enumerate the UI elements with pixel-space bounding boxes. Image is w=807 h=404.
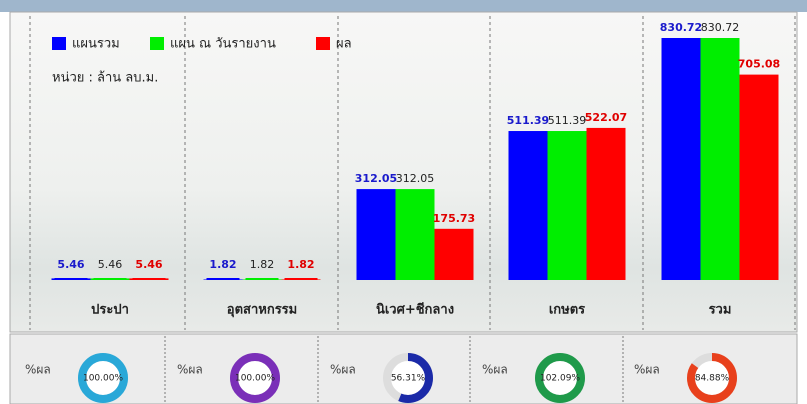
legend-swatch — [52, 37, 66, 50]
bar — [662, 38, 701, 280]
category-label: ประปา — [91, 303, 129, 318]
bar — [396, 189, 435, 280]
value-label: 1.82 — [209, 258, 236, 271]
percent-caption: %ผล — [482, 363, 508, 377]
percent-label: 84.88% — [695, 374, 730, 384]
category-label: นิเวศ+ชีกลาง — [376, 302, 454, 318]
percent-caption: %ผล — [634, 363, 660, 377]
bar — [587, 128, 626, 280]
category-label: อุตสาหกรรม — [227, 303, 297, 318]
legend-label: แผน ณ วันรายงาน — [170, 37, 276, 52]
bar — [701, 38, 740, 280]
bar — [357, 189, 396, 280]
value-label: 830.72 — [660, 21, 702, 34]
bar — [509, 131, 548, 280]
value-label: 1.82 — [287, 258, 314, 271]
percent-caption: %ผล — [25, 363, 51, 377]
category-label: รวม — [709, 303, 732, 318]
top-strip — [0, 0, 807, 12]
value-label: 5.46 — [135, 258, 162, 271]
value-label: 511.39 — [507, 114, 549, 127]
legend-swatch — [150, 37, 164, 50]
value-label: 705.08 — [738, 58, 780, 71]
value-label: 175.73 — [433, 212, 475, 225]
value-label: 1.82 — [250, 258, 275, 271]
bar — [548, 131, 587, 280]
legend-label: แผนรวม — [72, 37, 120, 52]
unit-note: หน่วย : ล้าน ลบ.ม. — [52, 71, 158, 86]
dashboard: หน่วย : ล้าน ลบ.ม. แผนรวม แผน ณ วันรายงาน… — [0, 0, 807, 404]
value-label: 312.05 — [396, 172, 435, 185]
value-label: 312.05 — [355, 172, 397, 185]
value-label: 511.39 — [548, 114, 587, 127]
legend-label: ผล — [336, 37, 352, 52]
value-label: 5.46 — [57, 258, 84, 271]
percent-label: 100.00% — [83, 374, 123, 384]
bar — [435, 229, 474, 280]
value-label: 5.46 — [98, 258, 123, 271]
percent-label: 102.09% — [540, 374, 580, 384]
bar — [740, 75, 779, 280]
percent-caption: %ผล — [177, 363, 203, 377]
legend-swatch — [316, 37, 330, 50]
category-label: เกษตร — [549, 303, 585, 318]
percent-caption: %ผล — [330, 363, 356, 377]
value-label: 830.72 — [701, 21, 740, 34]
percent-label: 100.00% — [235, 374, 275, 384]
percent-label: 56.31% — [391, 374, 426, 384]
value-label: 522.07 — [585, 111, 627, 124]
